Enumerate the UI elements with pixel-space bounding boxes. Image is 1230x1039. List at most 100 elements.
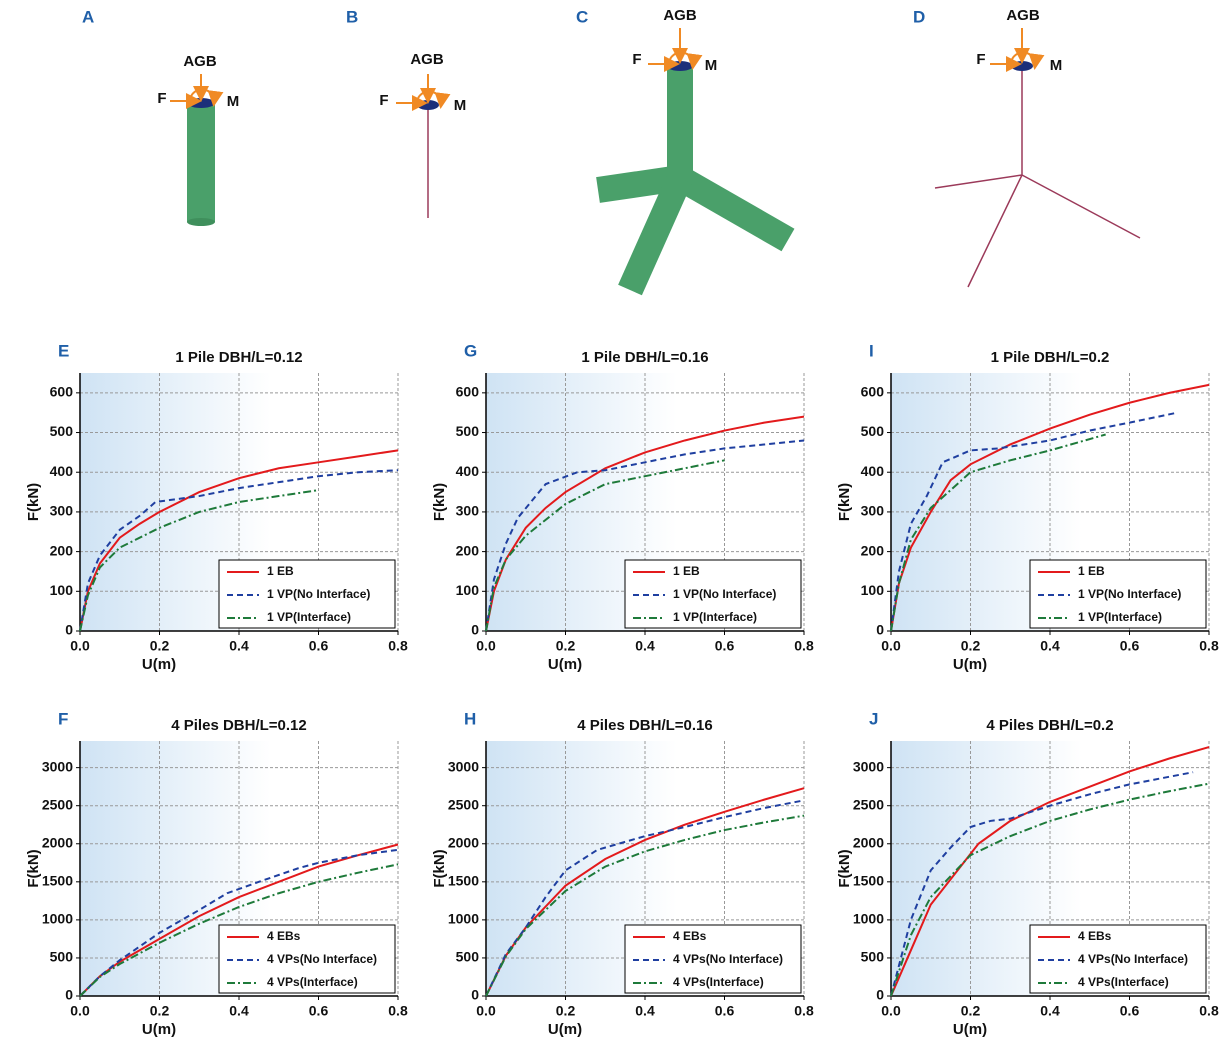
diagram-b: B AGB F M	[346, 7, 466, 218]
y-tick-label: 600	[50, 384, 74, 400]
diagram-d: D AGB F M	[913, 7, 1141, 288]
legend-label: 4 VPs(Interface)	[673, 975, 764, 989]
diagram-label: AGB	[410, 51, 444, 68]
chart: 0.0 0.2 0.4 0.6 0.8 0 100 200 300 400 500 600 1 EB 1 …	[25, 341, 408, 672]
legend-label: 4 EBs	[673, 929, 707, 943]
y-tick-label: 300	[456, 503, 480, 519]
x-tick-label: 0.0	[881, 638, 901, 654]
x-tick-label: 0.8	[794, 1003, 814, 1019]
moment-arrow	[1010, 51, 1045, 70]
legend-label: 4 VPs(Interface)	[1078, 975, 1169, 989]
x-tick-label: 0.6	[309, 1003, 329, 1019]
y-tick-label: 500	[50, 949, 74, 965]
charts: 0.0 0.2 0.4 0.6 0.8 0 100 200 300 400 500 600 1 EB 1 …	[25, 341, 1219, 1037]
x-tick-label: 0.2	[150, 638, 170, 654]
y-tick-label: 1500	[42, 873, 73, 889]
chart: 0.0 0.2 0.4 0.6 0.8 0 100 200 300 400 500 600 1 EB 1 …	[836, 341, 1219, 672]
series-line	[485, 459, 725, 632]
legend-label: 1 VP(No Interface)	[1078, 587, 1181, 601]
series-line	[890, 782, 1210, 997]
legend-label: 1 VP(Interface)	[1078, 610, 1162, 624]
series-line	[79, 863, 399, 997]
x-tick-label: 0.2	[556, 1003, 576, 1019]
x-tick-label: 0.8	[388, 638, 408, 654]
x-tick-label: 0.8	[794, 638, 814, 654]
moment-arrow	[668, 51, 703, 70]
pile	[187, 104, 215, 222]
x-tick-label: 0.6	[715, 638, 735, 654]
y-tick-label: 500	[456, 423, 480, 439]
chart: 0.0 0.2 0.4 0.6 0.8 0 500 1000 1500 2000 2500 3000 4…	[25, 709, 408, 1037]
y-tick-label: 400	[456, 463, 480, 479]
y-tick-label: 500	[861, 949, 885, 965]
y-tick-label: 500	[861, 423, 885, 439]
panel-label: F	[58, 709, 68, 728]
series-line	[79, 848, 399, 997]
y-axis-label: F(kN)	[836, 849, 853, 887]
legend-label: 1 EB	[267, 564, 294, 578]
y-tick-label: 3000	[448, 758, 479, 774]
x-tick-label: 0.2	[961, 1003, 981, 1019]
panel-label: H	[464, 709, 476, 728]
diagram-label: F	[379, 92, 388, 109]
y-tick-label: 300	[861, 503, 885, 519]
diagram-label: AGB	[183, 53, 217, 70]
y-tick-label: 300	[50, 503, 74, 519]
series-line	[890, 433, 1106, 632]
y-tick-label: 2000	[448, 834, 479, 850]
x-tick-label: 0.4	[229, 1003, 249, 1019]
series-line	[890, 411, 1178, 632]
series-line	[485, 799, 805, 997]
panel-label: E	[58, 341, 69, 360]
x-tick-label: 0.4	[635, 1003, 655, 1019]
pile	[667, 66, 693, 180]
series-line	[890, 771, 1194, 997]
x-tick-label: 0.6	[1120, 1003, 1140, 1019]
legend-label: 4 EBs	[1078, 929, 1112, 943]
series-line	[79, 489, 319, 632]
y-tick-label: 0	[876, 987, 884, 1003]
chart-title: 4 Piles DBH/L=0.16	[577, 717, 712, 734]
chart-title: 1 Pile DBH/L=0.2	[991, 349, 1110, 366]
diagram-label: M	[705, 57, 718, 74]
y-axis-label: F(kN)	[431, 849, 448, 887]
pile-top	[187, 98, 215, 108]
diagram-label: AGB	[663, 7, 697, 24]
y-tick-label: 600	[861, 384, 885, 400]
y-axis-label: F(kN)	[25, 849, 42, 887]
legend-label: 4 EBs	[267, 929, 301, 943]
panel-label: B	[346, 7, 358, 26]
series-line	[890, 383, 1210, 632]
x-axis-label: U(m)	[142, 656, 176, 673]
series-line	[485, 814, 805, 997]
pile-branch	[618, 172, 692, 296]
y-tick-label: 1000	[42, 911, 73, 927]
moment-arrow	[416, 90, 451, 109]
y-tick-label: 500	[50, 423, 74, 439]
y-tick-label: 0	[876, 622, 884, 638]
y-tick-label: 1500	[853, 873, 884, 889]
y-tick-label: 1500	[448, 873, 479, 889]
y-tick-label: 0	[65, 622, 73, 638]
legend-label: 1 EB	[673, 564, 700, 578]
x-axis-label: U(m)	[142, 1021, 176, 1038]
y-tick-label: 600	[456, 384, 480, 400]
x-tick-label: 0.6	[309, 638, 329, 654]
chart-title: 4 Piles DBH/L=0.2	[986, 717, 1113, 734]
y-axis-label: F(kN)	[431, 483, 448, 521]
y-axis-label: F(kN)	[836, 483, 853, 521]
x-axis-label: U(m)	[953, 656, 987, 673]
x-axis-label: U(m)	[548, 656, 582, 673]
y-tick-label: 400	[861, 463, 885, 479]
diagram-label: M	[1050, 57, 1063, 74]
x-tick-label: 0.0	[476, 1003, 496, 1019]
series-line	[79, 469, 399, 632]
x-tick-label: 0.4	[1040, 1003, 1060, 1019]
chart: 0.0 0.2 0.4 0.6 0.8 0 500 1000 1500 2000 2500 3000 4…	[836, 709, 1219, 1037]
diagram-label: F	[976, 51, 985, 68]
y-tick-label: 2500	[42, 796, 73, 812]
x-tick-label: 0.8	[388, 1003, 408, 1019]
x-tick-label: 0.4	[635, 638, 655, 654]
y-tick-label: 3000	[42, 758, 73, 774]
